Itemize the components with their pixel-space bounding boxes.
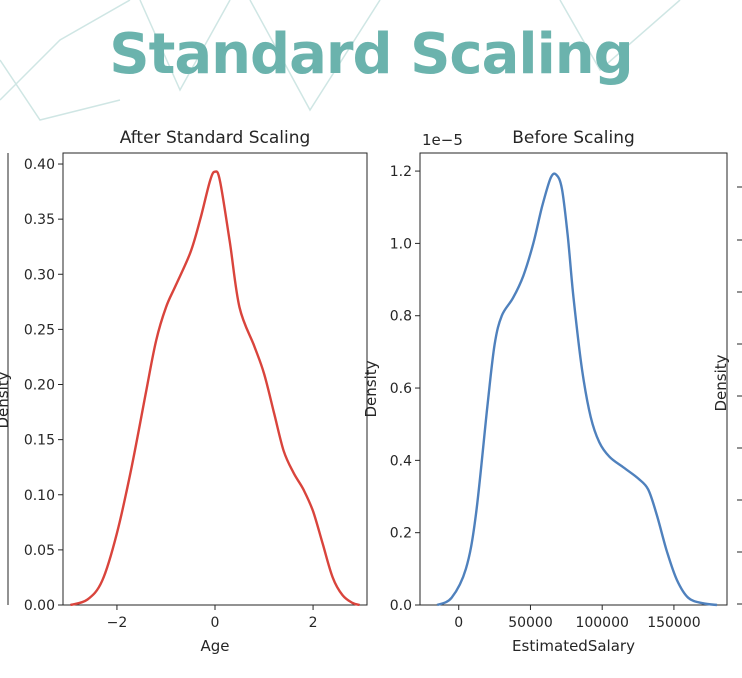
x-tick-label: 0 — [211, 615, 220, 631]
axes-frame — [419, 152, 728, 606]
decor-line-4 — [0, 59, 121, 121]
decor-line-2 — [139, 0, 231, 92]
kde-curve-1 — [436, 172, 718, 607]
y-tick-label: 0.40 — [24, 157, 55, 173]
x-tick-label: 0 — [454, 615, 463, 631]
chart-title: After Standard Scaling — [120, 128, 311, 148]
decor-line-5 — [559, 0, 681, 72]
chart-1: After Standard Scaling 0.00 0.05 0.10 0.15 0.… — [24, 128, 368, 655]
y-tick-label: 0.2 — [390, 526, 412, 542]
y-tick-label: 1.2 — [390, 164, 412, 180]
y-tick-label: 0.05 — [24, 543, 55, 559]
y-tick-label: 0.0 — [390, 598, 412, 614]
partial-y-axis-label: Density — [0, 371, 12, 428]
y-tick-label: 0.8 — [390, 309, 412, 325]
partial-y-axis-label: Density — [712, 354, 730, 411]
x-axis-label: EstimatedSalary — [512, 637, 635, 655]
x-tick-label: 100000 — [575, 615, 628, 631]
y-tick-label: 0.30 — [24, 267, 55, 283]
y-tick-label: 0.6 — [390, 381, 412, 397]
y-tick-label: 0.25 — [24, 322, 55, 338]
decor-line-3 — [249, 0, 381, 112]
y-tick-label: 0.00 — [24, 598, 55, 614]
offset-label: 1e−5 — [422, 131, 463, 149]
y-tick-label: 0.20 — [24, 378, 55, 394]
y-tick-label: 1.0 — [390, 236, 412, 252]
x-tick-label: 2 — [309, 615, 318, 631]
y-tick-label: 0.35 — [24, 212, 55, 228]
chart-2: Before Scaling 1e−5 0.0 0.2 0.4 0.6 0.8 1.0 1.2 0… — [362, 128, 728, 655]
y-tick-label: 0.10 — [24, 488, 55, 504]
partial-chart-right: Density — [712, 186, 742, 605]
kde-curve-1 — [70, 170, 360, 607]
x-tick-label: −2 — [107, 615, 128, 631]
x-tick-label: 50000 — [508, 615, 553, 631]
y-tick-label: 0.15 — [24, 433, 55, 449]
y-tick-label: 0.4 — [390, 453, 412, 469]
y-axis-label: Density — [362, 360, 380, 417]
decor-line-1 — [0, 0, 131, 101]
x-axis-label: Age — [200, 637, 229, 655]
page-title: Standard Scaling — [109, 22, 634, 87]
partial-chart-left: Density — [0, 153, 12, 605]
x-tick-label: 150000 — [647, 615, 700, 631]
chart-title: Before Scaling — [512, 128, 635, 148]
